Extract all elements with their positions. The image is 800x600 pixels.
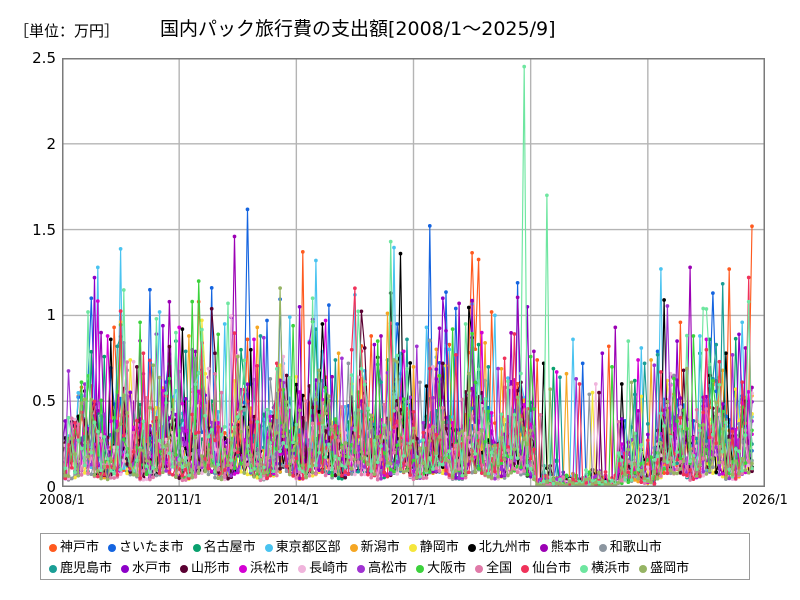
legend-label: 高松市 bbox=[368, 561, 408, 576]
legend-marker-icon bbox=[639, 564, 648, 573]
legend-label: 長崎市 bbox=[309, 561, 349, 576]
legend-item-全国[interactable]: 全国 bbox=[475, 562, 512, 575]
x-axis-tick: 2014/1 bbox=[273, 493, 320, 508]
legend-marker-icon bbox=[298, 564, 307, 573]
series-盛岡市 bbox=[62, 286, 754, 487]
y-axis-tick: 2 bbox=[46, 134, 56, 153]
legend-marker-icon bbox=[416, 564, 425, 573]
legend-item-和歌山市[interactable]: 和歌山市 bbox=[598, 540, 662, 555]
legend-marker-icon bbox=[49, 564, 57, 573]
x-axis-tick: 2011/1 bbox=[156, 493, 203, 508]
legend-marker-icon bbox=[467, 543, 476, 552]
legend-item-熊本市[interactable]: 熊本市 bbox=[539, 540, 590, 555]
legend-label: 神戸市 bbox=[60, 540, 100, 555]
y-axis-tick: 1.5 bbox=[32, 220, 56, 239]
legend-label: 横浜市 bbox=[591, 561, 631, 576]
y-axis-tick-labels: 0 0.5 1 1.5 2 2.5 bbox=[0, 0, 56, 600]
legend-item-山形市[interactable]: 山形市 bbox=[180, 562, 230, 575]
legend-item-さいたま市[interactable]: さいたま市 bbox=[108, 541, 184, 554]
legend-marker-icon bbox=[539, 543, 548, 552]
legend-item-水戸市[interactable]: 水戸市 bbox=[121, 562, 171, 575]
legend-label: 静岡市 bbox=[419, 540, 459, 555]
legend-label: 鹿児島市 bbox=[60, 561, 113, 576]
legend-row: 鹿児島市 水戸市 山形市 浜松市 長崎市 高松市 大阪市 全国 仙台市 横浜市 盛岡市 bbox=[49, 558, 743, 579]
legend-marker-icon bbox=[521, 564, 530, 573]
legend-item-神戸市[interactable]: 神戸市 bbox=[49, 541, 99, 554]
legend-label: 東京都区部 bbox=[275, 540, 341, 555]
plot-svg bbox=[62, 58, 765, 487]
legend: 神戸市 さいたま市 名古屋市 東京都区部 新潟市 静岡市 北九州市 熊本市 和歌山市 鹿児島市 水… bbox=[40, 533, 750, 580]
legend-label: 盛岡市 bbox=[650, 561, 690, 576]
legend-marker-icon bbox=[239, 564, 248, 573]
legend-marker-icon bbox=[580, 564, 589, 573]
series-group bbox=[62, 64, 754, 487]
plot-area bbox=[62, 58, 765, 487]
legend-marker-icon bbox=[357, 564, 366, 573]
unit-label: ［単位：万円］ bbox=[14, 22, 120, 40]
legend-marker-icon bbox=[121, 564, 130, 573]
legend-item-長崎市[interactable]: 長崎市 bbox=[298, 562, 348, 575]
legend-item-大阪市[interactable]: 大阪市 bbox=[416, 562, 466, 575]
legend-label: 新潟市 bbox=[360, 540, 400, 555]
legend-label: 和歌山市 bbox=[609, 540, 662, 555]
legend-item-北九州市[interactable]: 北九州市 bbox=[467, 540, 531, 555]
legend-label: 水戸市 bbox=[132, 561, 172, 576]
legend-label: 全国 bbox=[486, 561, 513, 576]
legend-label: 大阪市 bbox=[427, 561, 467, 576]
legend-label: 名古屋市 bbox=[203, 540, 256, 555]
x-axis-tick: 2026/1 bbox=[742, 493, 788, 508]
legend-item-高松市[interactable]: 高松市 bbox=[357, 562, 407, 575]
y-axis-tick: 0 bbox=[46, 478, 56, 496]
legend-label: 山形市 bbox=[191, 561, 231, 576]
legend-marker-icon bbox=[475, 564, 484, 573]
legend-item-横浜市[interactable]: 横浜市 bbox=[580, 562, 630, 575]
legend-label: 浜松市 bbox=[250, 561, 290, 576]
legend-marker-icon bbox=[264, 543, 273, 552]
y-axis-tick: 0.5 bbox=[32, 392, 56, 411]
legend-marker-icon bbox=[180, 564, 189, 573]
legend-label: 仙台市 bbox=[532, 561, 572, 576]
legend-item-静岡市[interactable]: 静岡市 bbox=[408, 540, 459, 555]
legend-label: さいたま市 bbox=[119, 540, 184, 555]
legend-marker-icon bbox=[349, 543, 358, 552]
chart-title: 国内パック旅行費の支出額[2008/1〜2025/9] bbox=[160, 18, 556, 40]
legend-item-仙台市[interactable]: 仙台市 bbox=[521, 562, 571, 575]
legend-item-名古屋市[interactable]: 名古屋市 bbox=[192, 540, 256, 555]
legend-row: 神戸市 さいたま市 名古屋市 東京都区部 新潟市 静岡市 北九州市 熊本市 和歌山市 bbox=[49, 537, 743, 558]
x-axis-tick: 2023/1 bbox=[624, 493, 671, 508]
legend-item-東京都区部[interactable]: 東京都区部 bbox=[264, 540, 341, 555]
legend-marker-icon bbox=[598, 543, 607, 552]
legend-item-鹿児島市[interactable]: 鹿児島市 bbox=[49, 562, 112, 575]
legend-marker-icon bbox=[108, 543, 117, 552]
legend-marker-icon bbox=[49, 543, 57, 552]
y-axis-tick: 1 bbox=[46, 306, 56, 325]
y-axis-tick: 2.5 bbox=[32, 49, 56, 67]
x-axis-tick: 2008/1 bbox=[39, 493, 85, 508]
legend-item-新潟市[interactable]: 新潟市 bbox=[349, 540, 400, 555]
legend-label: 北九州市 bbox=[478, 540, 531, 555]
legend-label: 熊本市 bbox=[550, 540, 590, 555]
legend-marker-icon bbox=[408, 543, 417, 552]
legend-item-浜松市[interactable]: 浜松市 bbox=[239, 562, 289, 575]
legend-marker-icon bbox=[192, 543, 201, 552]
x-axis-tick: 2020/1 bbox=[507, 493, 554, 508]
x-axis-tick: 2017/1 bbox=[390, 493, 437, 508]
legend-item-盛岡市[interactable]: 盛岡市 bbox=[639, 562, 689, 575]
